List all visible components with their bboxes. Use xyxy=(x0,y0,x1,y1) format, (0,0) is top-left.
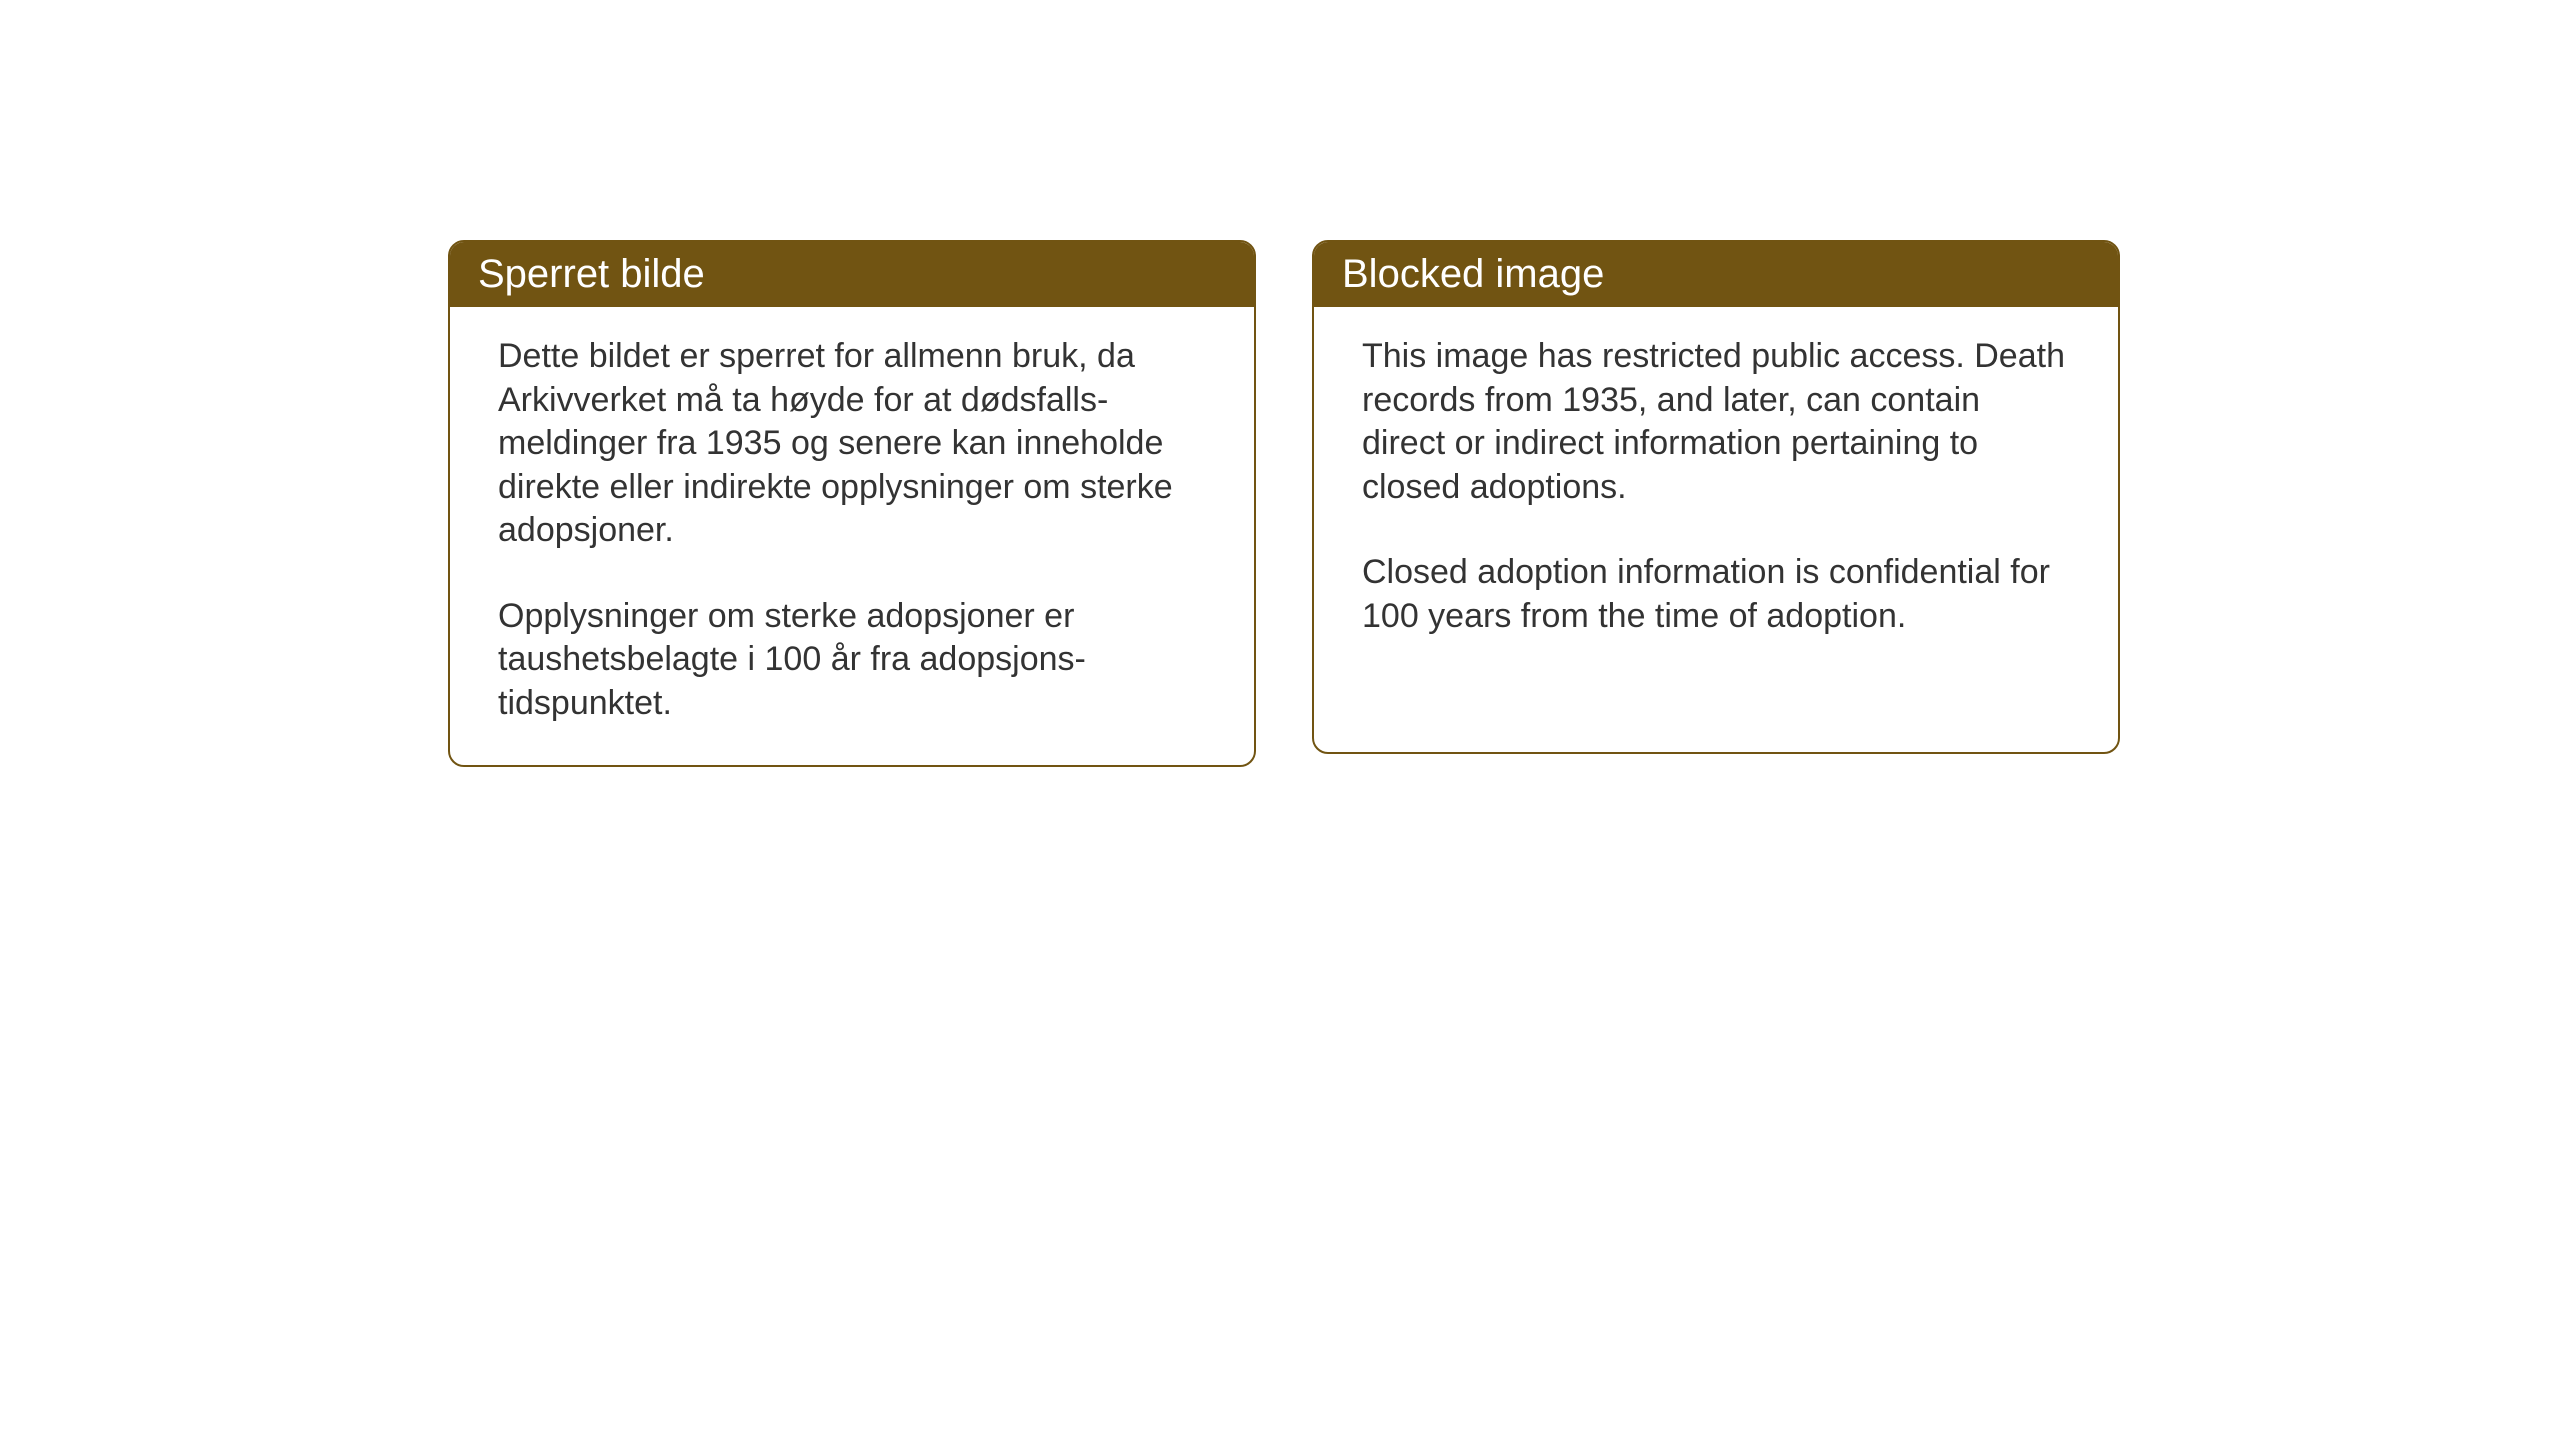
notice-paragraph-1-english: This image has restricted public access.… xyxy=(1362,335,2070,509)
notice-paragraph-1-norwegian: Dette bildet er sperret for allmenn bruk… xyxy=(498,335,1206,553)
notice-container: Sperret bilde Dette bildet er sperret fo… xyxy=(448,240,2120,767)
notice-title-english: Blocked image xyxy=(1342,252,1604,296)
notice-header-english: Blocked image xyxy=(1314,242,2118,307)
notice-card-english: Blocked image This image has restricted … xyxy=(1312,240,2120,754)
notice-body-norwegian: Dette bildet er sperret for allmenn bruk… xyxy=(450,307,1254,765)
notice-title-norwegian: Sperret bilde xyxy=(478,252,705,296)
notice-body-english: This image has restricted public access.… xyxy=(1314,307,2118,678)
notice-header-norwegian: Sperret bilde xyxy=(450,242,1254,307)
notice-card-norwegian: Sperret bilde Dette bildet er sperret fo… xyxy=(448,240,1256,767)
notice-paragraph-2-norwegian: Opplysninger om sterke adopsjoner er tau… xyxy=(498,595,1206,726)
notice-paragraph-2-english: Closed adoption information is confident… xyxy=(1362,551,2070,638)
